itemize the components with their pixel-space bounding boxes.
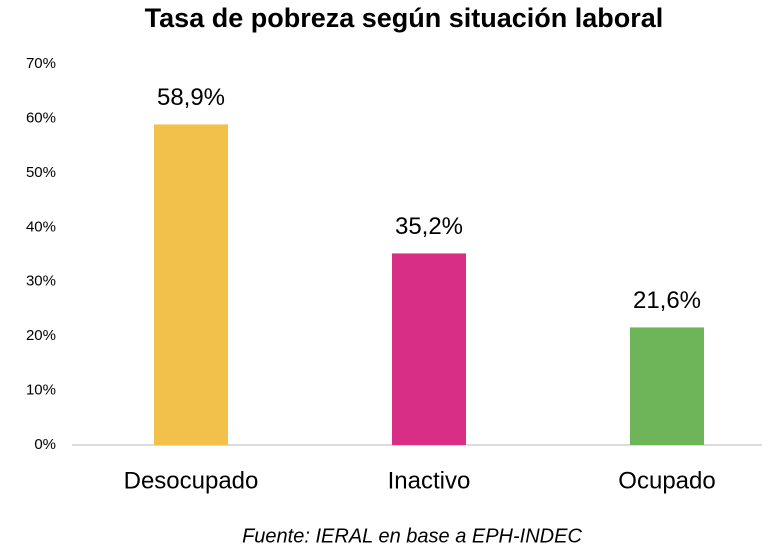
x-tick-label: Desocupado xyxy=(124,467,259,494)
y-tick-label: 50% xyxy=(26,164,56,181)
y-tick-label: 20% xyxy=(26,327,56,344)
value-label: 58,9% xyxy=(157,84,225,111)
x-tick-label: Inactivo xyxy=(388,467,471,494)
value-label: 35,2% xyxy=(395,213,463,240)
bar xyxy=(630,327,704,445)
y-tick-label: 60% xyxy=(26,109,56,126)
bar xyxy=(392,253,466,445)
source-note: Fuente: IERAL en base a EPH-INDEC xyxy=(242,525,582,547)
y-tick-label: 40% xyxy=(26,218,56,235)
y-tick-label: 30% xyxy=(26,273,56,290)
chart-title: Tasa de pobreza según situación laboral xyxy=(145,3,664,33)
y-tick-label: 10% xyxy=(26,382,56,399)
y-tick-label: 70% xyxy=(26,55,56,72)
bar xyxy=(154,124,228,445)
x-tick-label: Ocupado xyxy=(618,467,715,494)
value-label: 21,6% xyxy=(633,287,701,314)
y-tick-label: 0% xyxy=(34,436,56,453)
